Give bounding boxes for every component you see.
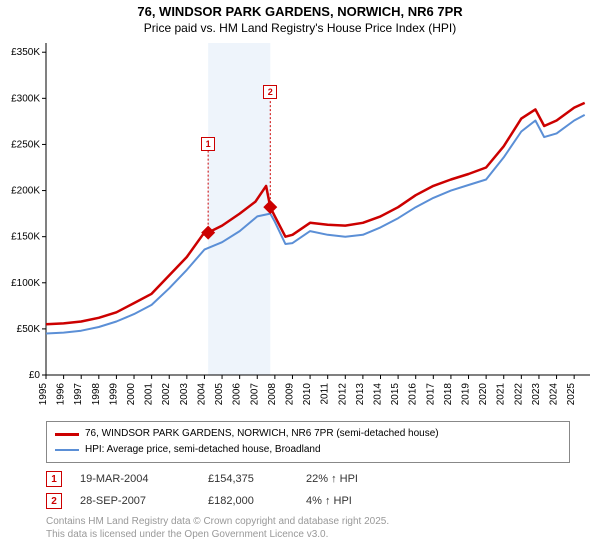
svg-text:2001: 2001 (144, 383, 155, 406)
chart-title-block: 76, WINDSOR PARK GARDENS, NORWICH, NR6 7… (0, 0, 600, 35)
legend-item: HPI: Average price, semi-detached house,… (55, 442, 561, 458)
legend-swatch (55, 433, 79, 436)
svg-text:£100K: £100K (11, 278, 40, 289)
svg-text:1998: 1998 (91, 383, 102, 406)
sale-date: 19-MAR-2004 (80, 473, 190, 485)
svg-text:2013: 2013 (355, 383, 366, 406)
line-chart: £0 £50K £100K £150K £200K £250K £300K £350K 1995… (0, 35, 600, 415)
legend-item: 76, WINDSOR PARK GARDENS, NORWICH, NR6 7… (55, 426, 561, 442)
sales-table: 1 19-MAR-2004 £154,375 22% ↑ HPI 2 28-SEP-200… (46, 471, 570, 509)
svg-text:2018: 2018 (443, 383, 454, 406)
svg-text:£250K: £250K (11, 139, 40, 150)
svg-text:2007: 2007 (249, 383, 260, 406)
svg-text:£150K: £150K (11, 232, 40, 243)
legend: 76, WINDSOR PARK GARDENS, NORWICH, NR6 7… (46, 421, 570, 463)
svg-text:2023: 2023 (531, 383, 542, 406)
svg-text:2012: 2012 (337, 383, 348, 406)
svg-text:2008: 2008 (267, 383, 278, 406)
sale-index-badge: 2 (46, 493, 62, 509)
svg-text:£50K: £50K (17, 324, 41, 335)
svg-text:2010: 2010 (302, 383, 313, 406)
footer-line-1: Contains HM Land Registry data © Crown c… (46, 515, 570, 528)
svg-text:2022: 2022 (513, 383, 524, 406)
svg-text:2011: 2011 (320, 383, 331, 405)
svg-text:1996: 1996 (56, 383, 67, 406)
svg-text:2014: 2014 (372, 383, 383, 406)
sale-row: 2 28-SEP-2007 £182,000 4% ↑ HPI (46, 493, 570, 509)
sale-price: £154,375 (208, 473, 288, 485)
svg-text:2019: 2019 (461, 383, 472, 406)
sale-price: £182,000 (208, 495, 288, 507)
sale-delta: 22% ↑ HPI (306, 473, 406, 485)
title-line-2: Price paid vs. HM Land Registry's House … (0, 21, 600, 35)
svg-text:2000: 2000 (126, 383, 137, 406)
svg-text:£350K: £350K (11, 47, 40, 58)
svg-text:2004: 2004 (196, 383, 207, 406)
svg-text:2015: 2015 (390, 383, 401, 406)
sale-index-badge: 1 (46, 471, 62, 487)
svg-text:2016: 2016 (408, 383, 419, 406)
title-line-1: 76, WINDSOR PARK GARDENS, NORWICH, NR6 7… (0, 4, 600, 19)
footer-line-2: This data is licensed under the Open Gov… (46, 528, 570, 541)
sale-marker-badge: 2 (263, 85, 277, 99)
legend-swatch (55, 449, 79, 451)
svg-text:1995: 1995 (38, 383, 49, 406)
sale-marker-badge: 1 (201, 137, 215, 151)
legend-label: 76, WINDSOR PARK GARDENS, NORWICH, NR6 7… (85, 426, 439, 442)
svg-text:2025: 2025 (566, 383, 577, 406)
svg-text:2002: 2002 (161, 383, 172, 406)
svg-text:1997: 1997 (73, 383, 84, 406)
attribution-footer: Contains HM Land Registry data © Crown c… (46, 515, 570, 541)
svg-text:2009: 2009 (284, 383, 295, 406)
svg-text:2006: 2006 (232, 383, 243, 406)
svg-text:2021: 2021 (496, 383, 507, 406)
svg-text:2020: 2020 (478, 383, 489, 406)
legend-label: HPI: Average price, semi-detached house,… (85, 442, 321, 458)
svg-text:2003: 2003 (179, 383, 190, 406)
sale-date: 28-SEP-2007 (80, 495, 190, 507)
svg-text:2017: 2017 (425, 383, 436, 406)
sale-delta: 4% ↑ HPI (306, 495, 406, 507)
sale-row: 1 19-MAR-2004 £154,375 22% ↑ HPI (46, 471, 570, 487)
svg-text:2005: 2005 (214, 383, 225, 406)
svg-text:£0: £0 (29, 370, 41, 381)
svg-text:£300K: £300K (11, 93, 40, 104)
svg-text:1999: 1999 (108, 383, 119, 406)
svg-text:£200K: £200K (11, 186, 40, 197)
svg-text:2024: 2024 (549, 383, 560, 406)
chart-area: £0 £50K £100K £150K £200K £250K £300K £350K 1995… (0, 35, 600, 415)
